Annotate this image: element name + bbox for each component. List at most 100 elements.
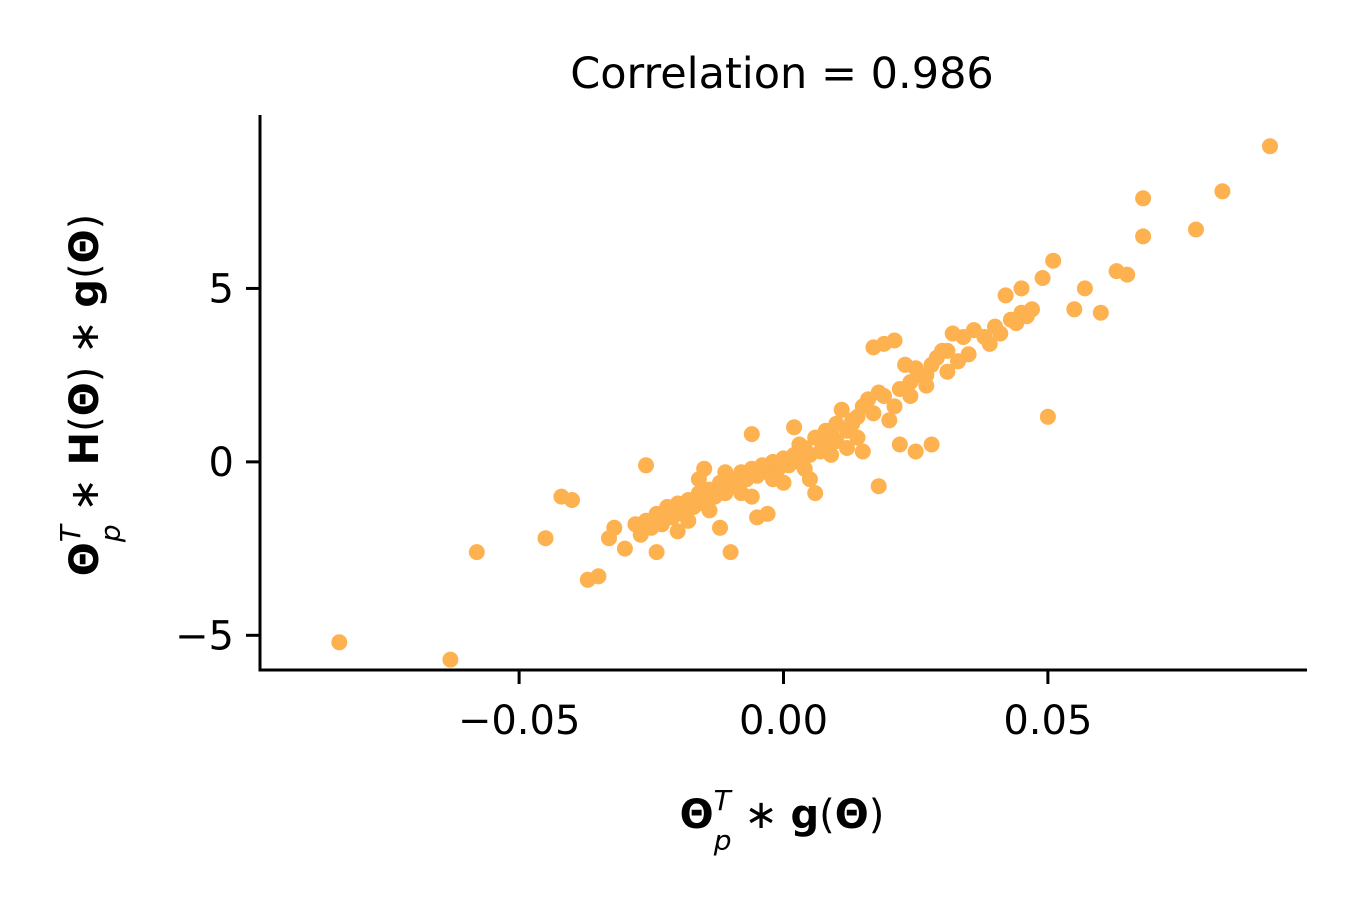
x-tick-label-2: 0.05	[1003, 698, 1092, 744]
x-axis-label-theta: Θ	[680, 792, 714, 838]
data-point-98	[907, 443, 924, 460]
data-point-86	[468, 544, 485, 561]
y-axis-label-arg1: Θ	[62, 382, 108, 416]
data-point-129	[849, 429, 866, 446]
y-tick-label-1: 0	[209, 440, 234, 486]
data-point-84	[553, 488, 570, 505]
data-point-120	[701, 502, 718, 519]
y-axis-label-fn2: g	[62, 279, 108, 308]
data-points	[331, 138, 1278, 668]
chart-title: Correlation = 0.986	[570, 49, 994, 99]
data-point-13	[997, 287, 1014, 304]
y-axis-label-close1: )	[62, 367, 108, 383]
x-axis-label-op: ∗	[732, 792, 791, 838]
data-point-124	[717, 464, 734, 481]
y-axis-label-arg2: Θ	[62, 229, 108, 263]
data-point-105	[807, 485, 824, 502]
data-point-127	[796, 460, 813, 477]
data-point-11	[1034, 270, 1051, 286]
data-point-133	[918, 377, 935, 394]
data-point-101	[881, 412, 898, 429]
data-point-78	[616, 540, 633, 557]
data-point-38	[833, 401, 850, 418]
data-point-122	[659, 499, 676, 515]
data-point-131	[886, 398, 903, 415]
y-axis-label-theta: Θ	[62, 542, 108, 576]
data-point-87	[442, 651, 459, 668]
data-point-130	[865, 405, 882, 422]
data-point-82	[579, 571, 596, 588]
y-axis-label-sub: p	[94, 524, 127, 543]
x-axis-label-open: (	[819, 792, 835, 838]
data-point-96	[870, 478, 887, 495]
data-point-115	[844, 412, 861, 429]
data-point-126	[775, 474, 792, 491]
y-axis-label-sup: T	[54, 523, 87, 542]
data-point-121	[680, 512, 697, 529]
data-point-94	[839, 440, 855, 456]
data-point-116	[817, 422, 834, 439]
data-point-97	[891, 436, 908, 453]
data-point-80	[601, 530, 617, 547]
y-axis-label-close2: )	[62, 214, 108, 230]
y-axis-label-open2: (	[62, 263, 108, 279]
y-tick-label-0: −5	[175, 613, 234, 659]
data-point-89	[638, 457, 654, 474]
y-axis-label: ΘT p ∗ H(Θ) ∗ g(Θ)	[54, 214, 127, 576]
data-point-3	[1135, 190, 1152, 207]
data-point-99	[923, 436, 940, 453]
y-tick-label-2: 5	[209, 266, 234, 312]
data-point-77	[627, 516, 644, 533]
y-axis-ticks: −5 0 5	[175, 266, 260, 659]
data-point-2	[1188, 221, 1204, 238]
data-point-132	[902, 388, 919, 404]
x-axis-label-sub: p	[713, 824, 732, 857]
x-axis-label-close: )	[869, 792, 885, 838]
data-point-8	[1092, 304, 1109, 321]
data-point-10	[1045, 252, 1062, 269]
data-point-9	[1066, 301, 1083, 318]
x-axis-label-sup: T	[714, 784, 733, 817]
data-point-21	[944, 325, 961, 342]
data-point-95	[854, 443, 871, 460]
data-point-4	[1135, 228, 1152, 245]
data-point-137	[992, 325, 1009, 342]
data-point-7	[1076, 280, 1093, 297]
data-point-100	[1039, 408, 1056, 425]
x-axis-label-arg: Θ	[835, 792, 869, 838]
x-axis-label-fn: g	[790, 792, 819, 838]
x-tick-label-1: 0.00	[739, 698, 828, 744]
data-point-128	[823, 446, 840, 463]
data-point-123	[690, 471, 707, 488]
data-point-6	[1108, 263, 1125, 280]
x-axis-label: ΘT p ∗ g(Θ)	[680, 784, 885, 857]
data-point-139	[1024, 301, 1040, 318]
y-axis-label-open1: (	[62, 416, 108, 432]
data-point-110	[934, 342, 951, 359]
data-point-88	[331, 634, 348, 651]
data-point-117	[791, 436, 808, 453]
data-point-90	[722, 544, 739, 561]
data-point-1	[1214, 183, 1231, 200]
data-point-92	[759, 505, 776, 522]
data-point-104	[743, 426, 760, 443]
data-point-108	[669, 523, 686, 540]
y-axis-label-op2: ∗	[62, 308, 108, 367]
data-point-135	[960, 346, 977, 363]
data-point-136	[981, 335, 998, 352]
data-point-113	[897, 356, 914, 373]
data-point-106	[712, 519, 728, 536]
data-point-31	[865, 339, 882, 356]
x-axis-ticks: −0.05 0.00 0.05	[458, 670, 1092, 744]
y-axis-label-op1: ∗	[62, 465, 108, 524]
data-point-85	[537, 530, 554, 547]
data-point-114	[876, 388, 892, 404]
data-point-0	[1262, 138, 1278, 155]
data-point-109	[648, 544, 665, 561]
data-point-125	[743, 488, 760, 505]
x-tick-label-0: −0.05	[458, 698, 581, 744]
y-axis-label-fn1: H	[62, 432, 108, 465]
data-point-12	[1013, 280, 1030, 297]
data-point-138	[1008, 315, 1025, 332]
